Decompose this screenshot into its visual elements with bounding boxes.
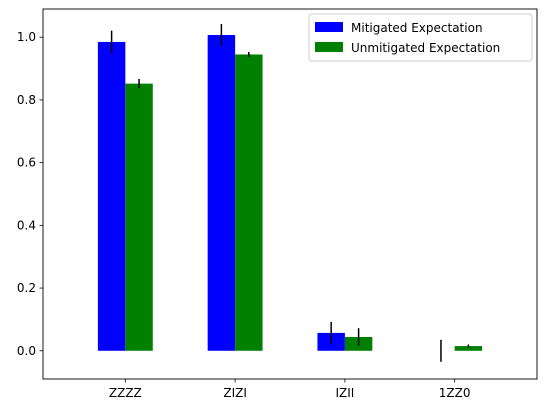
y-axis: 0.0 0.2 0.4 0.6 0.8 1.0 xyxy=(17,30,43,358)
legend-swatch-mitigated xyxy=(315,22,343,32)
legend: Mitigated Expectation Unmitigated Expect… xyxy=(308,13,533,62)
bar-mitigated-zzzz xyxy=(97,41,126,351)
axes-frame xyxy=(42,8,538,380)
bar-mitigated-zizi xyxy=(207,35,236,351)
errorbars-layer xyxy=(110,24,470,362)
x-tick-label: 1ZZ0 xyxy=(439,386,471,400)
x-tick-label: ZIZI xyxy=(223,386,247,400)
y-tick-label: 1.0 xyxy=(17,30,36,44)
y-tick-label: 0.0 xyxy=(17,344,36,358)
bars-layer xyxy=(97,35,483,351)
legend-swatch-unmitigated xyxy=(315,42,343,52)
legend-box xyxy=(308,13,533,62)
y-tick-label: 0.4 xyxy=(17,218,36,232)
bar-unmitigated-zizi xyxy=(235,54,263,351)
x-axis: ZZZZ ZIZI IZII 1ZZ0 xyxy=(109,379,471,400)
y-tick-label: 0.8 xyxy=(17,93,36,107)
y-tick-label: 0.2 xyxy=(17,281,36,295)
legend-label-unmitigated: Unmitigated Expectation xyxy=(351,41,500,55)
x-tick-label: ZZZZ xyxy=(109,386,142,400)
bar-unmitigated-zzzz xyxy=(125,83,153,351)
bar-unmitigated-1zz0 xyxy=(454,346,483,351)
x-tick-label: IZII xyxy=(335,386,354,400)
y-tick-label: 0.6 xyxy=(17,156,36,170)
legend-label-mitigated: Mitigated Expectation xyxy=(351,21,483,35)
